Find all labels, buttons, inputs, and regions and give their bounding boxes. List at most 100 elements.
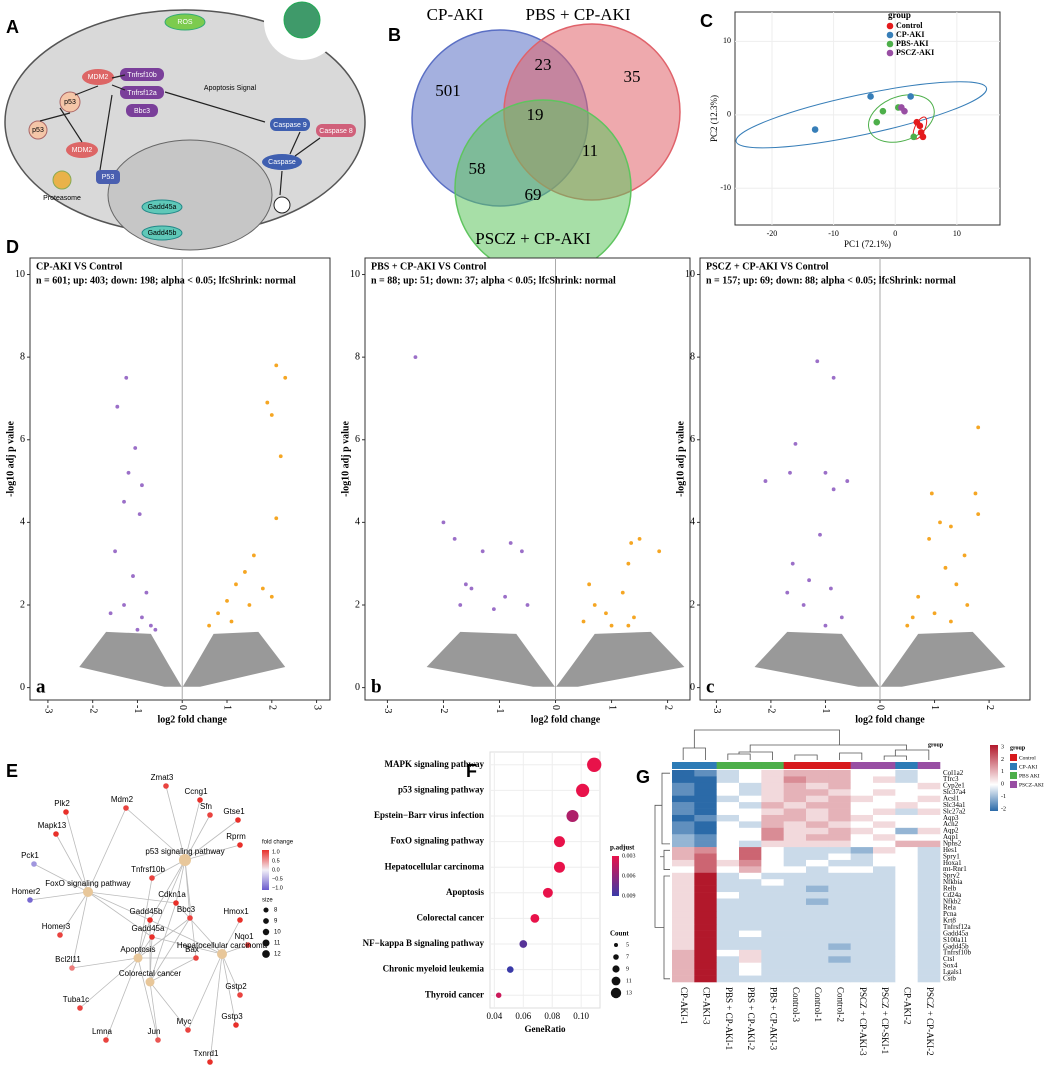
x-tick-label: 0 bbox=[550, 705, 561, 710]
heat-cell bbox=[850, 859, 874, 867]
group-bar bbox=[895, 762, 918, 769]
heat-cell bbox=[783, 924, 807, 931]
heat-cell bbox=[716, 917, 740, 925]
point bbox=[973, 491, 978, 496]
y-tick-label: 6 bbox=[690, 434, 695, 445]
diagram-label: P53 bbox=[102, 174, 115, 181]
point bbox=[144, 590, 149, 595]
row-label: Ctsl bbox=[943, 955, 954, 963]
category-label: Epstein−Barr virus infection bbox=[374, 810, 484, 820]
point bbox=[269, 413, 274, 417]
size-swatch bbox=[262, 950, 270, 958]
heat-cell bbox=[694, 770, 717, 777]
heat-cell bbox=[895, 859, 918, 867]
heat-cell bbox=[761, 969, 784, 976]
gene-node bbox=[237, 842, 243, 848]
heat-cell bbox=[873, 782, 896, 790]
heat-cell bbox=[783, 827, 807, 835]
size-swatch bbox=[263, 918, 269, 924]
network-edge bbox=[151, 859, 186, 879]
heat-cell bbox=[806, 904, 829, 912]
legend-swatch bbox=[1010, 754, 1017, 761]
heat-cell bbox=[716, 795, 740, 803]
heat-cell bbox=[739, 776, 762, 784]
heat-cell bbox=[828, 789, 851, 796]
column-label: CP-AKI-2 bbox=[902, 987, 912, 1025]
point bbox=[954, 582, 959, 587]
plot-frame bbox=[364, 257, 691, 701]
gene-node bbox=[57, 932, 63, 938]
heat-cell bbox=[806, 969, 829, 976]
ros-node bbox=[164, 13, 206, 31]
heat-cell bbox=[917, 789, 941, 796]
row-label: Lgals1 bbox=[943, 968, 963, 976]
heat-cell bbox=[806, 866, 829, 874]
heat-cell bbox=[783, 904, 807, 912]
heat-cell bbox=[806, 924, 829, 931]
size-swatch bbox=[611, 976, 621, 986]
row-label: Aqp1 bbox=[943, 833, 959, 841]
axis-label: PC1 (72.1%) bbox=[844, 239, 891, 249]
column-label: PBS + CP-AKI-1 bbox=[724, 987, 734, 1050]
row-label: Aqp2 bbox=[943, 827, 959, 835]
heat-cell bbox=[672, 802, 695, 809]
heat-cell bbox=[917, 795, 941, 803]
network-edge bbox=[184, 844, 241, 861]
y-tick-label: 0 bbox=[690, 682, 695, 693]
heat-cell bbox=[917, 834, 941, 841]
heat-cell bbox=[873, 969, 896, 976]
point bbox=[108, 611, 113, 616]
y-tick-label: 0 bbox=[355, 682, 360, 693]
heat-cell bbox=[850, 795, 874, 803]
heat-cell bbox=[672, 795, 695, 803]
heat-cell bbox=[806, 859, 829, 867]
heat-cell bbox=[761, 898, 784, 906]
point bbox=[581, 619, 586, 624]
network-edge bbox=[29, 891, 89, 901]
point bbox=[818, 532, 822, 537]
dot bbox=[495, 992, 502, 998]
panel-title: PSCZ + CP-AKI VS Control bbox=[706, 261, 829, 272]
heat-cell bbox=[917, 859, 941, 867]
heat-cell bbox=[694, 962, 717, 970]
legend-label: PBS-AKI bbox=[896, 39, 928, 48]
heat-cell bbox=[850, 847, 874, 854]
row-label: Spry2 bbox=[943, 872, 960, 880]
pathway-diagram: ROS MDM2 p53 p53 MDM2 Tnfrsf10b Tnfrsf12… bbox=[4, 0, 366, 251]
heat-cell bbox=[694, 943, 717, 951]
heat-cell bbox=[850, 866, 874, 874]
heat-cell bbox=[850, 879, 874, 886]
heat-cell bbox=[828, 962, 851, 970]
gene-node bbox=[103, 1037, 109, 1043]
heat-cell bbox=[761, 789, 784, 796]
panel-letter: c bbox=[706, 676, 714, 697]
node-label: Gstp3 bbox=[221, 1012, 243, 1021]
heat-cell bbox=[895, 879, 918, 886]
heat-cell bbox=[739, 814, 762, 822]
heat-cell bbox=[895, 814, 918, 822]
point bbox=[938, 520, 942, 525]
point bbox=[525, 603, 530, 607]
heat-cell bbox=[716, 834, 740, 841]
x-tick-label: 0.04 bbox=[486, 1011, 502, 1021]
network-edge bbox=[175, 902, 223, 955]
x-tick-label: 0 bbox=[177, 705, 188, 710]
point bbox=[829, 586, 833, 591]
panel-subtitle: n = 601; up: 403; down: 198; alpha < 0.0… bbox=[36, 275, 296, 286]
heat-cell bbox=[873, 917, 896, 925]
row-label: Cd24a bbox=[943, 891, 962, 899]
proteasome-icon bbox=[52, 170, 72, 190]
network-edge bbox=[137, 957, 159, 1041]
diagram-label: Gadd45a bbox=[148, 204, 177, 211]
y-tick-label: 10 bbox=[350, 269, 360, 280]
heat-cell bbox=[694, 975, 717, 983]
point bbox=[823, 623, 828, 628]
size-swatch bbox=[614, 943, 618, 947]
heat-cell bbox=[806, 802, 829, 809]
region-value: 69 bbox=[525, 185, 542, 204]
heat-cell bbox=[873, 943, 896, 951]
heat-cell bbox=[694, 904, 717, 912]
point bbox=[508, 541, 513, 545]
p53-node bbox=[28, 120, 48, 140]
panel-subtitle: n = 88; up: 51; down: 37; alpha < 0.05; … bbox=[371, 275, 616, 286]
